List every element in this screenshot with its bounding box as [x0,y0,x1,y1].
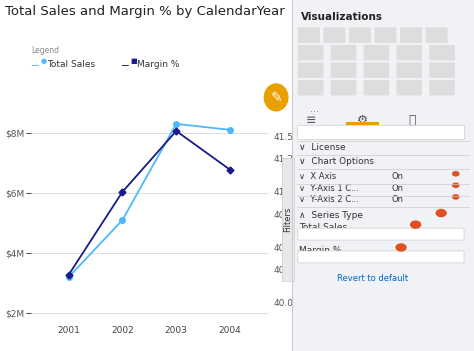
Text: On: On [392,172,404,181]
Text: 🔍 Search: 🔍 Search [313,128,353,137]
Margin % [173,129,179,133]
Total Sales [119,218,125,222]
Text: ─: ─ [121,60,128,69]
Text: Margin %: Margin % [299,246,341,255]
Text: On: On [392,184,404,193]
Text: Legend: Legend [31,46,59,55]
Text: Margin %: Margin % [137,60,180,69]
Text: ≡: ≡ [306,114,317,127]
Text: ●: ● [40,58,46,64]
Margin % [66,273,72,277]
Text: 3: 3 [392,245,398,254]
Text: Line: Line [306,231,325,240]
Text: On: On [392,195,404,204]
Text: 1: 1 [432,211,438,220]
Text: ∨  Y-Axis 1 C...: ∨ Y-Axis 1 C... [299,184,359,193]
Text: ✎: ✎ [270,91,282,105]
Margin % [119,190,125,194]
Text: Filters: Filters [283,207,292,232]
Total Sales [227,128,233,132]
Line: Total Sales: Total Sales [66,121,233,280]
Text: Total Sales: Total Sales [47,60,96,69]
Text: 2: 2 [407,222,412,231]
Line: Margin %: Margin % [66,128,233,278]
Text: ─: ─ [31,60,37,69]
Total Sales [173,122,179,126]
Text: ∧  Series Type: ∧ Series Type [299,211,363,220]
Text: ∨  Chart Options: ∨ Chart Options [299,157,374,166]
Text: ■: ■ [130,58,137,64]
Text: Revert to default: Revert to default [337,274,408,283]
Total Sales [66,275,72,279]
Text: ∨  X Axis: ∨ X Axis [299,172,336,181]
Circle shape [264,84,288,111]
Text: ⚙: ⚙ [357,114,368,127]
Text: Total Sales and Margin % by CalendarYear: Total Sales and Margin % by CalendarYear [5,5,284,18]
Text: Line: Line [306,254,325,263]
Text: ∨  Y-Axis 2 C...: ∨ Y-Axis 2 C... [299,195,359,204]
Text: Visualizations: Visualizations [301,12,383,22]
Text: ∨  License: ∨ License [299,143,346,152]
Margin % [227,168,233,172]
Text: 🔍: 🔍 [408,114,416,127]
Text: ...: ... [310,104,319,113]
Text: Total Sales: Total Sales [299,223,347,232]
